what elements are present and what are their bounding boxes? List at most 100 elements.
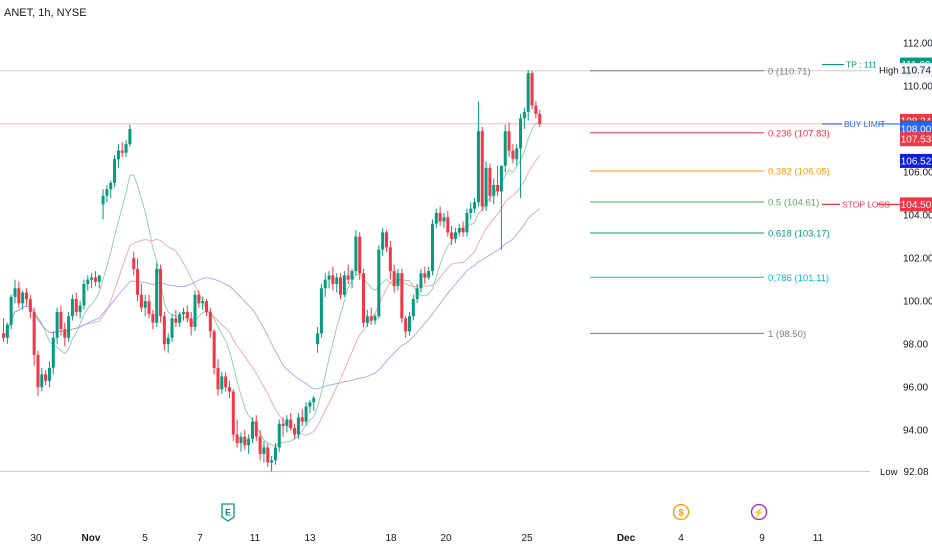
candle-body bbox=[155, 268, 159, 323]
candle-body bbox=[9, 296, 13, 325]
candle-body bbox=[346, 275, 350, 280]
y-tick-label-3: 106.00 bbox=[903, 168, 932, 179]
candle bbox=[254, 415, 258, 441]
candle bbox=[400, 268, 404, 323]
candle-body bbox=[97, 275, 101, 282]
candle bbox=[124, 139, 128, 158]
candle-body bbox=[396, 273, 400, 287]
candle-body bbox=[5, 324, 9, 338]
candle bbox=[404, 316, 408, 338]
candle bbox=[197, 290, 201, 308]
candle-body bbox=[40, 374, 44, 388]
candle bbox=[499, 165, 503, 250]
candle-body bbox=[534, 105, 538, 115]
candle bbox=[335, 273, 339, 293]
candle bbox=[93, 271, 97, 287]
candle bbox=[362, 268, 366, 327]
candle bbox=[285, 415, 289, 433]
candle bbox=[342, 271, 346, 297]
candle bbox=[201, 296, 205, 310]
candle-body bbox=[116, 150, 120, 160]
candle bbox=[538, 109, 542, 127]
high-value-bg bbox=[900, 63, 932, 78]
candle bbox=[231, 389, 235, 441]
candle-body bbox=[423, 273, 427, 278]
price-label-box-4: 107.53 bbox=[900, 132, 932, 147]
candle-body bbox=[193, 294, 197, 327]
x-tick-label-6: 18 bbox=[385, 533, 397, 544]
price-label-bg bbox=[900, 132, 932, 147]
y-tick-label-1: 110.00 bbox=[903, 82, 932, 93]
candle bbox=[235, 419, 239, 448]
fib-label-3: 0.5 (104.61) bbox=[768, 198, 819, 209]
candle-body bbox=[411, 299, 415, 317]
candle bbox=[170, 314, 174, 343]
candle bbox=[534, 101, 538, 119]
candle-body bbox=[469, 208, 473, 213]
candle-body bbox=[415, 288, 419, 300]
event-marker-2: ⚡ bbox=[750, 503, 768, 521]
chart-title: ANET, 1h, NYSE bbox=[4, 7, 87, 19]
candle bbox=[515, 144, 519, 166]
candle bbox=[484, 161, 488, 211]
candle-body bbox=[44, 374, 48, 381]
event-marker-glyph: $ bbox=[678, 508, 683, 518]
candle-body bbox=[13, 288, 17, 297]
y-tick-label-6: 100.00 bbox=[903, 297, 932, 308]
candle bbox=[465, 208, 469, 237]
candle-body bbox=[350, 271, 354, 280]
candle-body bbox=[185, 311, 189, 319]
candle-body bbox=[285, 419, 289, 426]
candle-body bbox=[101, 195, 105, 205]
candle bbox=[381, 228, 385, 256]
candle-body bbox=[17, 288, 21, 304]
candle bbox=[293, 423, 297, 439]
candle-body bbox=[316, 333, 320, 345]
candle bbox=[358, 232, 362, 280]
candle bbox=[13, 279, 17, 304]
candle bbox=[262, 440, 266, 463]
candle-body bbox=[530, 73, 534, 106]
candle-body bbox=[197, 294, 201, 304]
candle-body bbox=[47, 367, 51, 381]
price-label-bg bbox=[900, 197, 932, 212]
candle bbox=[339, 273, 343, 300]
candle bbox=[526, 70, 530, 121]
candle bbox=[82, 279, 86, 310]
fib-label-4: 0.618 (103.17) bbox=[768, 228, 830, 239]
candle bbox=[480, 126, 484, 211]
fib-label-2: 0.382 (106.05) bbox=[768, 167, 830, 178]
candle bbox=[430, 219, 434, 276]
candle-body bbox=[499, 165, 503, 192]
candle-body bbox=[522, 111, 526, 119]
x-tick-label-7: 20 bbox=[440, 533, 452, 544]
candle-body bbox=[304, 406, 308, 422]
x-tick-label-3: 7 bbox=[197, 533, 203, 544]
candle-body bbox=[461, 228, 465, 233]
candle-body bbox=[365, 316, 369, 323]
candle bbox=[155, 262, 159, 327]
candle-body bbox=[109, 182, 113, 190]
candle bbox=[415, 283, 419, 304]
annotation-label-1: BUY LIMIT bbox=[844, 119, 885, 129]
candle bbox=[243, 430, 247, 450]
candle-body bbox=[212, 331, 216, 368]
candle-body bbox=[496, 185, 500, 192]
candle-body bbox=[392, 271, 396, 287]
candle-body bbox=[457, 228, 461, 233]
candle-body bbox=[446, 217, 450, 233]
candle bbox=[296, 413, 300, 439]
candle-body bbox=[59, 311, 63, 330]
candle bbox=[32, 307, 36, 366]
candle bbox=[496, 165, 500, 196]
candle bbox=[522, 107, 526, 130]
event-marker-glyph: E bbox=[225, 508, 231, 518]
candle-body bbox=[21, 292, 25, 304]
candle bbox=[162, 311, 166, 351]
candle bbox=[55, 307, 59, 345]
candle-body bbox=[216, 367, 220, 390]
candle-body bbox=[388, 247, 392, 272]
ma-slow-line bbox=[3, 208, 540, 390]
candle-body bbox=[74, 299, 78, 312]
